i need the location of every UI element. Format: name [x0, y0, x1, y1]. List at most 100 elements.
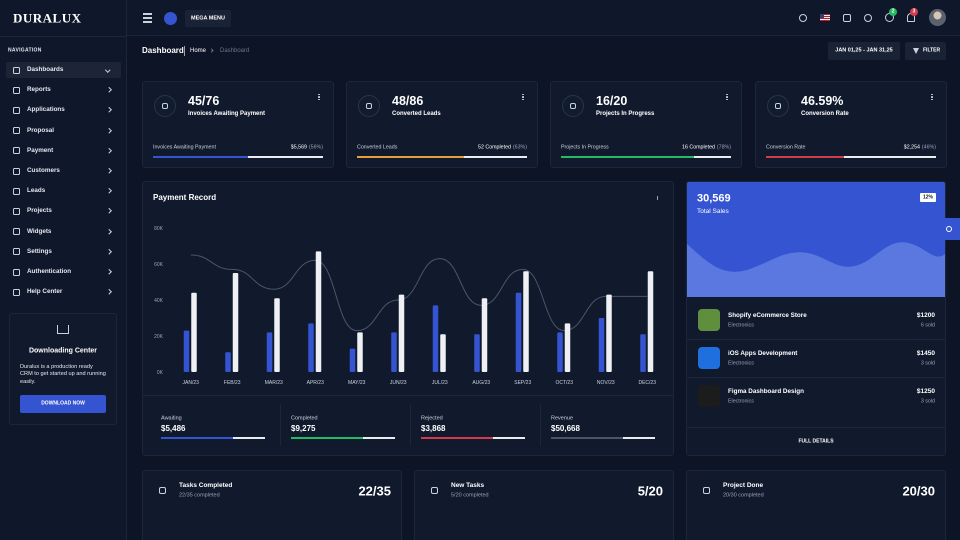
- stat-percent-label: (56%): [308, 144, 323, 151]
- nav-icon: [12, 167, 20, 175]
- sales-label: Total Sales: [697, 207, 729, 215]
- mega-menu-button[interactable]: [185, 10, 231, 27]
- nav-active-bg: [6, 62, 121, 78]
- stat-card: [755, 81, 947, 168]
- sales-badge-text: 12%: [922, 194, 934, 201]
- date-range[interactable]: JAN 01,25 - JAN 31,25: [835, 47, 893, 54]
- summary-value: $9,275: [291, 424, 316, 433]
- stat-icon-glyph: [366, 103, 372, 109]
- nav-icon: [12, 66, 20, 74]
- progress-bar: [153, 156, 249, 158]
- theme-icon[interactable]: [864, 14, 872, 22]
- download-button[interactable]: [20, 395, 106, 413]
- more-dot[interactable]: [522, 96, 524, 98]
- summary-bar: [421, 437, 493, 439]
- download-title: Downloading Center: [28, 347, 98, 355]
- task-card: [142, 470, 402, 540]
- card-menu[interactable]: [657, 196, 659, 200]
- more-dot[interactable]: [726, 93, 728, 95]
- nav-item[interactable]: Proposal: [27, 126, 54, 134]
- product-icon: [698, 385, 720, 407]
- summary-label: Awaiting: [161, 415, 182, 422]
- product-name: Figma Dashboard Design: [728, 387, 804, 395]
- more-dot[interactable]: [522, 98, 524, 100]
- search-icon[interactable]: [799, 14, 807, 22]
- row-divider: [687, 377, 945, 378]
- menu-icon[interactable]: [143, 13, 152, 15]
- task-icon: [702, 486, 710, 494]
- nav-item[interactable]: Payment: [27, 146, 54, 154]
- more-dot[interactable]: [726, 98, 728, 100]
- stat-label: Invoices Awaiting Payment: [188, 110, 266, 117]
- avatar[interactable]: [929, 9, 946, 26]
- product-sold: 6 sold: [920, 321, 935, 328]
- nav-item[interactable]: Settings: [27, 247, 52, 255]
- nav-item[interactable]: Applications: [27, 106, 65, 114]
- summary-bar: [551, 437, 623, 439]
- stat-card: [346, 81, 538, 168]
- nav-item[interactable]: Leads: [27, 187, 46, 195]
- nav-icon: [12, 106, 20, 114]
- download-text: Duralux is a production ready CRM to get…: [20, 364, 106, 385]
- product-sold: 3 sold: [920, 359, 935, 366]
- nav-item[interactable]: Customers: [27, 166, 60, 174]
- task-title: Tasks Completed: [179, 481, 233, 489]
- more-dot[interactable]: [931, 93, 933, 95]
- more-dot[interactable]: [522, 93, 524, 95]
- progress-bar: [766, 156, 845, 158]
- stat-card: [550, 81, 742, 168]
- row-divider: [687, 427, 945, 428]
- nav-icon: [12, 248, 20, 256]
- stat-percent-label: (46%): [921, 144, 936, 151]
- product-category: Electronics: [728, 359, 754, 366]
- task-sub: 20/30 completed: [723, 491, 764, 498]
- nav-item[interactable]: Dashboards: [27, 65, 64, 73]
- summary-label: Revenue: [551, 415, 574, 422]
- mega-menu-label[interactable]: MEGA MENU: [190, 14, 226, 21]
- summary-label: Rejected: [421, 415, 443, 422]
- more-dot[interactable]: [931, 96, 933, 98]
- download-icon: [57, 325, 69, 334]
- summary-bar: [291, 437, 363, 439]
- nav-item[interactable]: Authentication: [27, 267, 72, 275]
- nav-item[interactable]: Reports: [27, 86, 51, 94]
- more-dot[interactable]: [318, 96, 320, 98]
- nav-icon: [12, 268, 20, 276]
- product-price: $1450: [916, 349, 935, 357]
- notification-badge: [889, 8, 897, 16]
- task-value: 22/35: [358, 483, 391, 498]
- nav-item[interactable]: Help Center: [27, 288, 63, 296]
- divider: [0, 36, 127, 37]
- full-details-link[interactable]: FULL DETAILS: [798, 438, 834, 445]
- task-icon: [158, 486, 166, 494]
- stat-footer-label: Projects In Progress: [561, 144, 609, 151]
- more-dot[interactable]: [726, 96, 728, 98]
- download-button-label[interactable]: DOWNLOAD NOW: [41, 400, 85, 407]
- stat-icon-glyph: [570, 103, 576, 109]
- more-dot[interactable]: [931, 98, 933, 100]
- task-card: [414, 470, 674, 540]
- flag-icon[interactable]: [820, 14, 830, 21]
- stat-footer-value: $5,569: [290, 144, 307, 151]
- breadcrumb-item: Dashboard: [220, 48, 250, 54]
- notification-badge: [910, 8, 918, 16]
- nav-item[interactable]: Widgets: [27, 227, 52, 235]
- stat-card: [142, 81, 334, 168]
- breadcrumb-item[interactable]: Home: [190, 48, 207, 54]
- menu-icon[interactable]: [143, 17, 152, 19]
- menu-icon[interactable]: [143, 21, 152, 23]
- date-button[interactable]: [828, 42, 900, 60]
- filter-button[interactable]: [905, 42, 946, 60]
- stat-footer-value: 16 Completed: [682, 144, 715, 151]
- nav-item[interactable]: Projects: [27, 207, 52, 215]
- filter-label[interactable]: FILTER: [923, 47, 941, 54]
- brand-logo: DURALUX: [13, 10, 82, 26]
- summary-label: Completed: [291, 415, 318, 422]
- sales-badge: [920, 193, 936, 202]
- summary-divider: [280, 404, 281, 446]
- more-dot[interactable]: [318, 98, 320, 100]
- more-dot[interactable]: [318, 93, 320, 95]
- add-button[interactable]: [164, 12, 177, 25]
- page-title: Dashboard: [142, 46, 184, 55]
- badge-count: 2: [891, 8, 895, 15]
